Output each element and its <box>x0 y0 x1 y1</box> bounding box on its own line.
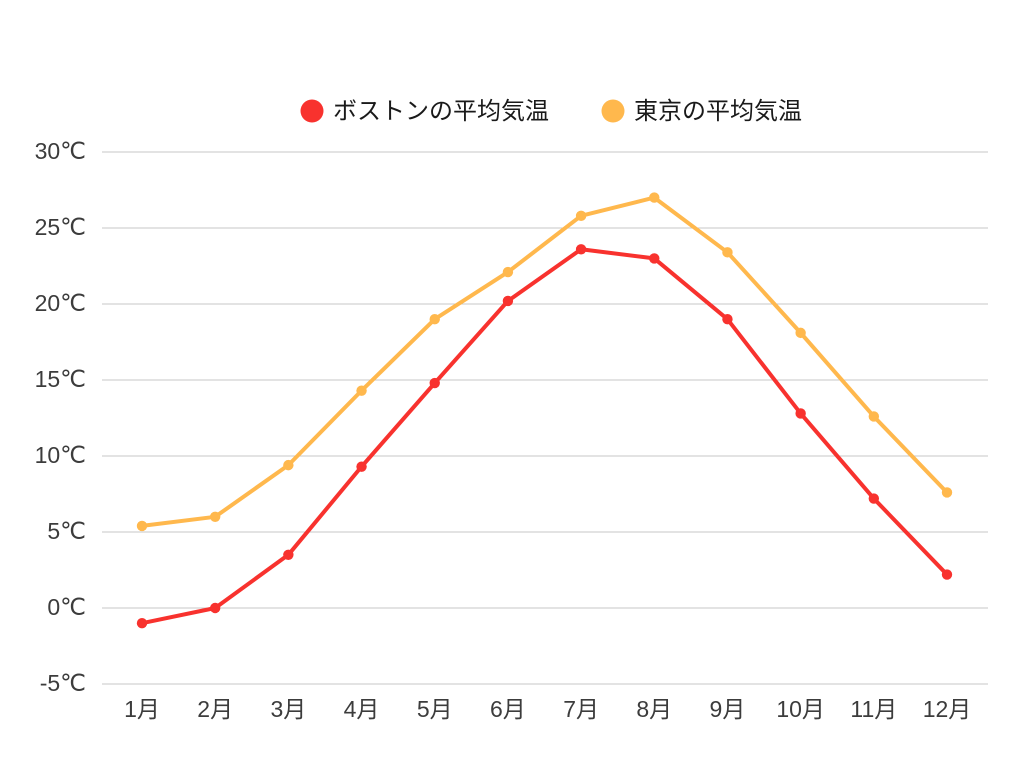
svg-text:1月: 1月 <box>124 696 160 722</box>
svg-text:0℃: 0℃ <box>47 594 86 620</box>
svg-text:9月: 9月 <box>710 696 746 722</box>
svg-text:10℃: 10℃ <box>35 442 86 468</box>
svg-text:12月: 12月 <box>923 696 972 722</box>
svg-text:-5℃: -5℃ <box>40 670 86 696</box>
svg-text:ボストンの平均気温: ボストンの平均気温 <box>333 98 549 125</box>
svg-text:3月: 3月 <box>270 696 306 722</box>
svg-text:4月: 4月 <box>344 696 380 722</box>
svg-text:6月: 6月 <box>490 696 526 722</box>
svg-text:11月: 11月 <box>850 696 897 722</box>
svg-text:8月: 8月 <box>636 696 672 722</box>
svg-text:東京の平均気温: 東京の平均気温 <box>634 98 802 125</box>
svg-text:15℃: 15℃ <box>35 366 86 392</box>
svg-text:30℃: 30℃ <box>35 138 86 164</box>
svg-text:20℃: 20℃ <box>35 290 86 316</box>
svg-text:25℃: 25℃ <box>35 214 86 240</box>
svg-text:7月: 7月 <box>563 696 599 722</box>
svg-text:2月: 2月 <box>197 696 233 722</box>
svg-text:10月: 10月 <box>776 696 825 722</box>
svg-text:5月: 5月 <box>417 696 453 722</box>
svg-text:5℃: 5℃ <box>47 518 86 544</box>
